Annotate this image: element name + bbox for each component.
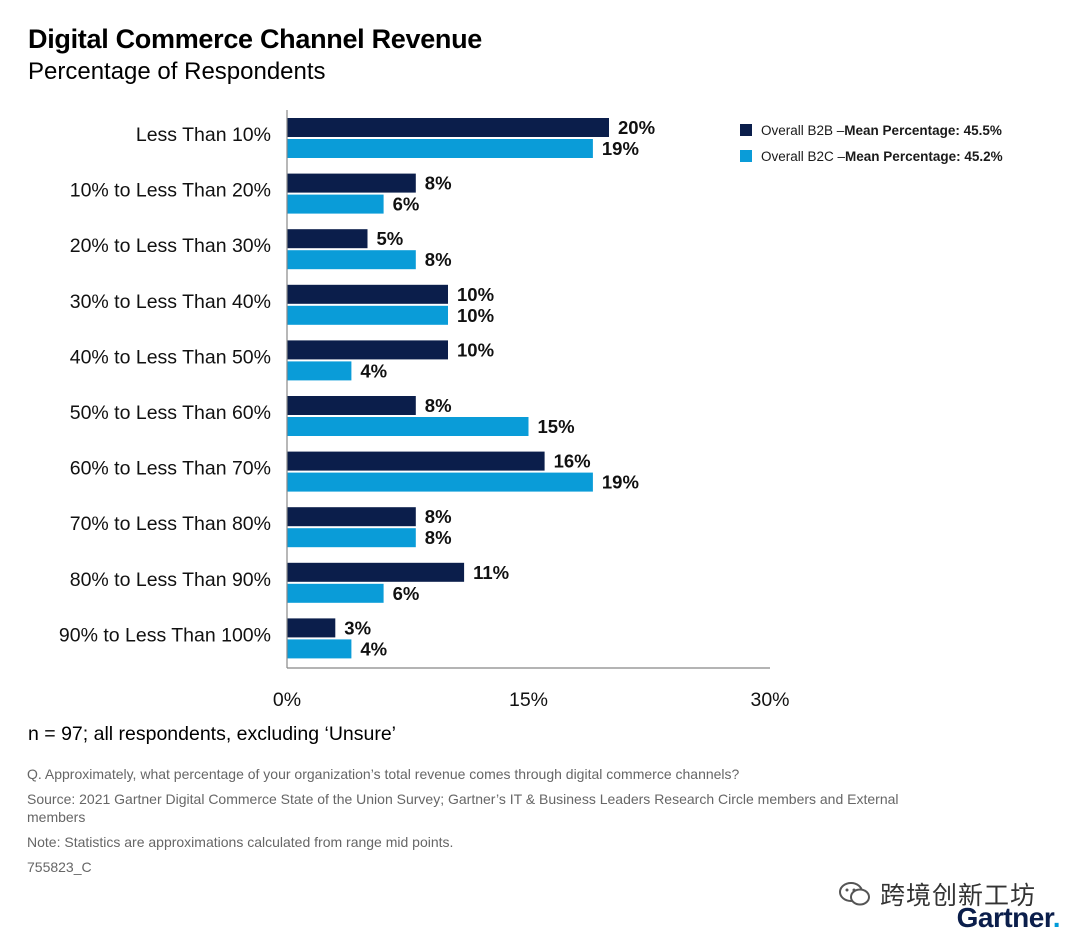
watermark: 跨境创新工坊 [838, 876, 1036, 912]
bar-b2c [287, 361, 352, 381]
gartner-logo: Gartner. [956, 902, 1061, 934]
data-label: 16% [554, 451, 591, 472]
bar-b2c [287, 250, 416, 270]
chart-subtitle: Percentage of Respondents [28, 58, 326, 85]
data-label: 4% [360, 638, 387, 659]
bar-b2b [287, 562, 465, 582]
data-label: 15% [538, 416, 575, 437]
chart-legend: Overall B2B – Mean Percentage: 45.5% Ove… [740, 117, 1003, 169]
chat-bubble-icon [839, 882, 870, 906]
x-tick-label: 15% [509, 689, 548, 711]
data-label: 11% [473, 562, 509, 583]
data-label: 8% [425, 506, 452, 527]
bar-b2c [287, 139, 593, 158]
bar-b2b [287, 507, 416, 527]
category-label: 30% to Less Than 40% [70, 291, 271, 313]
bar-b2b [287, 340, 448, 360]
bar-b2b [287, 118, 609, 137]
watermark-text: 跨境创新工坊 [880, 882, 1037, 910]
category-label: 70% to Less Than 80% [70, 513, 271, 535]
bar-b2c [287, 472, 593, 492]
category-label: 10% to Less Than 20% [70, 180, 271, 202]
x-tick-label: 30% [750, 689, 789, 711]
sample-note: n = 97; all respondents, excluding ‘Unsu… [28, 723, 397, 745]
legend-item-b2b: Overall B2B – Mean Percentage: 45.5% [740, 117, 1003, 143]
source-note: Source: 2021 Gartner Digital Commerce St… [27, 791, 899, 825]
bar-b2c [287, 528, 416, 548]
legend-label-b2b: Overall B2B – [761, 122, 845, 138]
bar-b2c [287, 305, 448, 325]
category-label: 40% to Less Than 50% [70, 346, 271, 368]
category-label: Less Than 10% [136, 124, 271, 146]
category-label: 50% to Less Than 60% [70, 402, 271, 424]
data-label: 10% [457, 284, 494, 305]
bar-b2b [287, 229, 368, 249]
bar-b2b [287, 396, 416, 415]
data-label: 8% [425, 527, 452, 548]
legend-swatch-b2c [740, 150, 752, 162]
bar-b2b [287, 284, 448, 304]
category-label: 90% to Less Than 100% [59, 624, 271, 646]
footnotes: Q. Approximately, what percentage of you… [27, 765, 927, 883]
bar-b2c [287, 194, 384, 214]
bar-b2b [287, 618, 336, 638]
data-label: 8% [425, 173, 452, 194]
data-label: 3% [344, 617, 371, 638]
data-label: 19% [602, 138, 639, 159]
data-label: 10% [457, 339, 494, 360]
category-label: 60% to Less Than 70% [70, 458, 271, 480]
data-label: 5% [377, 228, 404, 249]
category-label: 80% to Less Than 90% [70, 569, 271, 591]
data-label: 20% [618, 117, 655, 138]
bar-b2c [287, 639, 352, 659]
x-tick-label: 0% [273, 689, 301, 711]
method-note: Note: Statistics are approximations calc… [27, 834, 454, 850]
bar-b2c [287, 417, 529, 436]
bar-b2b [287, 173, 416, 193]
data-label: 6% [393, 583, 420, 604]
data-label: 8% [425, 395, 452, 416]
legend-item-b2c: Overall B2C – Mean Percentage: 45.2% [740, 143, 1003, 169]
question-note: Q. Approximately, what percentage of you… [27, 766, 740, 782]
brand-dot: . [1052, 902, 1061, 933]
brand-name: Gartner [956, 902, 1054, 933]
bar-b2c [287, 583, 384, 603]
category-label: 20% to Less Than 30% [70, 235, 271, 257]
legend-swatch-b2b [740, 124, 752, 136]
data-label: 6% [393, 194, 420, 215]
bar-b2b [287, 451, 545, 471]
legend-mean-b2c: Mean Percentage: 45.2% [845, 148, 1003, 164]
data-label: 19% [602, 472, 639, 493]
legend-label-b2c: Overall B2C – [761, 148, 846, 164]
data-label: 8% [425, 249, 452, 270]
figure-id: 755823_C [27, 859, 92, 875]
legend-mean-b2b: Mean Percentage: 45.5% [844, 122, 1002, 138]
bar-chart: Less Than 10% 20%19%10% to Less Than 20% 8… [59, 110, 790, 711]
data-label: 10% [457, 305, 494, 326]
data-label: 4% [360, 360, 387, 381]
chart-title: Digital Commerce Channel Revenue [28, 24, 483, 54]
